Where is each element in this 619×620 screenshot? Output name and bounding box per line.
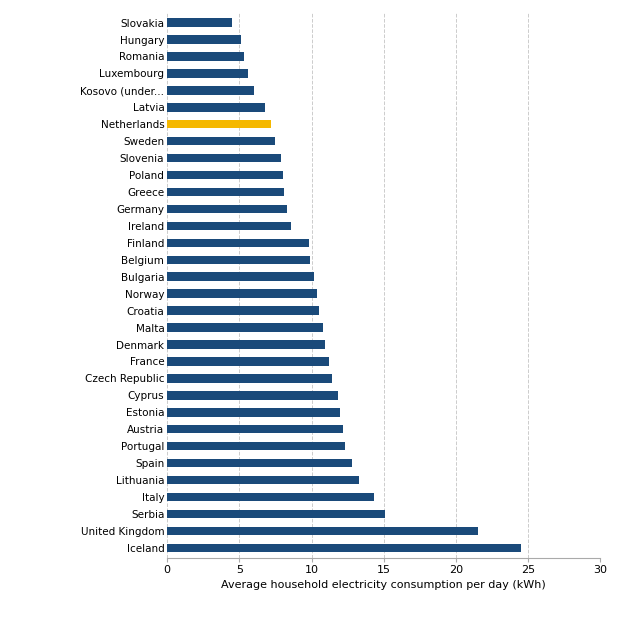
Bar [167,408,340,417]
Bar [167,188,284,197]
Bar [167,323,323,332]
Bar [167,510,385,518]
Bar [167,391,337,399]
Bar [167,526,478,535]
Bar [167,459,352,467]
Bar [167,306,319,315]
Bar [167,340,324,348]
Bar [167,120,271,128]
Bar [167,493,374,501]
Bar [167,544,521,552]
Bar [167,273,314,281]
Bar [167,69,248,78]
Bar [167,476,359,484]
Bar [167,86,254,95]
Bar [167,222,292,230]
Bar [167,357,329,366]
Bar [167,137,275,146]
Bar [167,35,241,44]
Bar [167,103,266,112]
Bar [167,171,283,179]
Bar [167,290,318,298]
Bar [167,205,287,213]
Bar [167,425,344,433]
Bar [167,239,309,247]
Bar [167,19,232,27]
Bar [167,154,281,162]
Bar [167,442,345,450]
Bar [167,374,332,383]
Bar [167,255,310,264]
X-axis label: Average household electricity consumption per day (kWh): Average household electricity consumptio… [222,580,546,590]
Bar [167,52,244,61]
